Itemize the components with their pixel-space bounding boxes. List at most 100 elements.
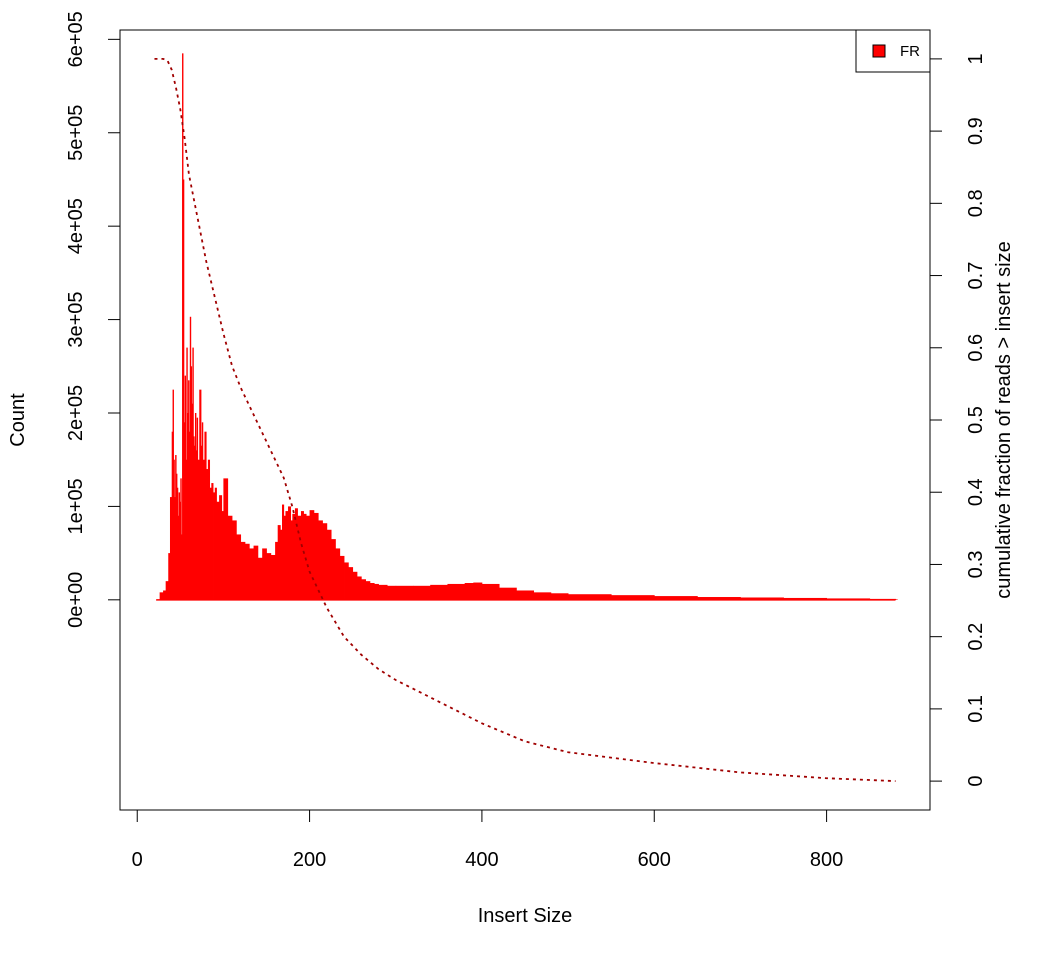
histogram-bar — [185, 459, 187, 600]
legend-box — [855, 29, 931, 73]
histogram-bar — [374, 583, 379, 600]
histogram-bar — [216, 501, 220, 600]
histogram-bar — [194, 445, 196, 600]
histogram-bar — [219, 495, 223, 600]
x-tick-label: 200 — [293, 849, 326, 871]
histogram-bar — [326, 529, 332, 600]
histogram-bar — [172, 389, 174, 600]
histogram-bar — [344, 562, 349, 600]
histogram-bar — [550, 593, 569, 600]
histogram-bar — [178, 492, 180, 600]
x-tick-label: 800 — [810, 849, 843, 871]
histogram-bar — [253, 545, 259, 600]
histogram-bar — [169, 497, 173, 600]
y2-tick-label: 0 — [965, 776, 987, 787]
histogram-bar — [177, 515, 180, 600]
x-axis-label: Insert Size — [478, 905, 572, 927]
y2-tick-label: 0.7 — [965, 262, 987, 290]
histogram-bar — [173, 459, 175, 600]
histogram-bar — [213, 492, 216, 600]
histogram-bar — [895, 599, 898, 600]
histogram-bar — [313, 512, 319, 600]
histogram-bar — [266, 553, 272, 600]
histogram-bar — [516, 590, 535, 600]
histogram-bar — [378, 584, 388, 600]
histogram-bar — [240, 541, 246, 600]
histogram-bar — [182, 179, 185, 600]
y-tick-label: 4e+05 — [65, 198, 87, 254]
y-axis-left: 0e+00 1e+05 2e+05 3e+05 4e+05 5e+05 6e+05 — [65, 11, 121, 628]
y2-tick-label: 0.9 — [965, 117, 987, 145]
histogram-bar — [285, 511, 289, 600]
histogram-bar — [365, 581, 371, 600]
legend-label-fr: FR — [900, 43, 920, 60]
histogram-bar — [290, 520, 293, 600]
histogram-bar — [189, 316, 192, 600]
histogram-bar — [179, 501, 181, 600]
histogram-bar — [163, 590, 167, 600]
histogram-bar — [322, 523, 328, 600]
y-tick-label: 3e+05 — [65, 291, 87, 347]
histogram-bar — [280, 529, 283, 600]
histogram-bar — [244, 543, 250, 600]
histogram-bar — [197, 459, 200, 600]
histogram-bar — [499, 587, 517, 600]
histogram-bar — [199, 389, 202, 600]
histogram-bar — [275, 541, 279, 600]
legend-swatch-fr — [872, 44, 886, 58]
histogram-bar — [192, 347, 194, 600]
histogram-bar — [412, 585, 431, 600]
histogram-bar — [221, 511, 224, 600]
y2-tick-label: 0.5 — [965, 406, 987, 434]
y2-tick-label: 0.4 — [965, 478, 987, 506]
histogram-bar — [201, 445, 203, 600]
x-axis: 0 200 400 600 800 — [132, 809, 843, 871]
y-tick-label: 6e+05 — [65, 11, 87, 67]
cumulative-line — [154, 57, 896, 783]
histogram-bar — [294, 508, 298, 600]
histogram-bar — [257, 557, 263, 600]
histogram-bar — [387, 585, 397, 600]
y2-tick-label: 0.3 — [965, 551, 987, 579]
histogram-bar — [473, 582, 483, 600]
histogram-bar — [430, 584, 448, 600]
x-tick-label: 600 — [638, 849, 671, 871]
histogram-bar — [184, 375, 187, 600]
histogram-bar — [283, 515, 286, 600]
histogram-bar — [183, 422, 186, 600]
y-tick-label: 2e+05 — [65, 385, 87, 441]
histogram-bar — [206, 469, 209, 600]
histogram-bar — [223, 478, 229, 600]
histogram-bar — [783, 597, 827, 600]
histogram-bar — [292, 513, 296, 600]
histogram-bar — [447, 583, 466, 600]
histogram-bar — [214, 487, 217, 600]
histogram-bar — [249, 548, 254, 600]
histogram-bar — [188, 431, 191, 600]
histogram-bar — [236, 534, 242, 600]
histogram-bar — [339, 555, 345, 600]
histogram-bar — [306, 515, 310, 600]
histogram-bar — [303, 513, 307, 600]
histogram-bar — [207, 459, 211, 600]
histogram-bar — [533, 592, 552, 600]
histogram-bar — [227, 515, 233, 600]
legend: FR — [855, 29, 931, 73]
histogram-bar — [740, 597, 784, 600]
histogram-bar — [168, 553, 171, 600]
histogram-bar — [181, 534, 183, 600]
y-tick-label: 1e+05 — [65, 478, 87, 534]
histogram-bar — [270, 554, 276, 600]
y2-tick-label: 0.2 — [965, 623, 987, 651]
histogram-bar — [369, 583, 375, 600]
histogram-bar — [195, 450, 198, 600]
histogram-bar — [193, 436, 195, 600]
histogram-bar — [481, 583, 500, 600]
histogram-bar — [395, 585, 414, 600]
x-tick-label: 400 — [465, 849, 498, 871]
y-tick-label: 5e+05 — [65, 105, 87, 161]
y-axis-right: 0 0.1 0.2 0.3 0.4 0.5 0.6 0.7 0.8 0.9 1 — [929, 53, 987, 787]
histogram-bar — [568, 594, 612, 600]
histogram-bar — [159, 592, 164, 600]
histogram-bar — [309, 510, 315, 600]
